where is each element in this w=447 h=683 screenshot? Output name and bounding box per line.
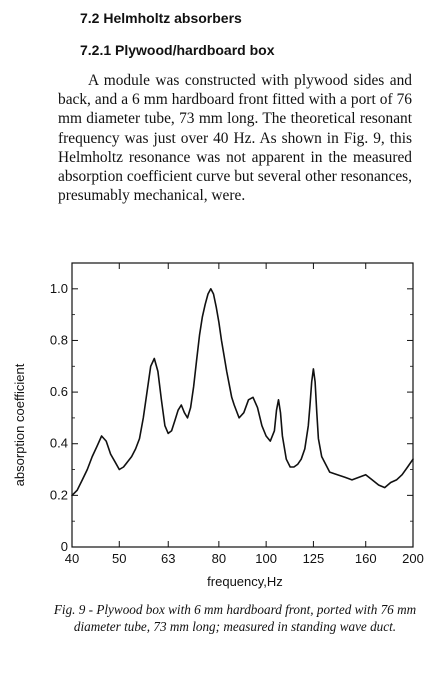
absorption-curve [71,288,414,497]
plot-frame [71,262,414,548]
x-tick-label: 63 [161,551,175,566]
y-tick-label: 0.8 [50,332,68,347]
subsection-heading: 7.2.1 Plywood/hardboard box [80,42,275,58]
y-tick-label: 0.4 [50,436,68,451]
x-tick-label: 50 [112,551,126,566]
y-tick-label: 0.2 [50,487,68,502]
x-tick-label: 80 [212,551,226,566]
x-tick-label: 160 [355,551,377,566]
x-tick-label: 100 [255,551,277,566]
y-tick-label: 1.0 [50,281,68,296]
y-axis-label: absorption coefficient [12,363,27,486]
y-tick-label: 0.6 [50,384,68,399]
section-heading: 7.2 Helmholtz absorbers [80,10,242,26]
x-tick-label: 200 [402,551,424,566]
x-tick-label: 125 [303,551,325,566]
body-paragraph: A module was constructed with plywood si… [58,72,412,205]
absorption-chart: 40 50 63 80 100 125 160 200 0 0.2 0.4 0.6 0.8 1.0 fre… [12,262,424,589]
y-tick-label: 0 [61,539,68,554]
x-axis-label: frequency,Hz [207,574,283,589]
x-tick-label: 40 [65,551,79,566]
figure-caption: Fig. 9 - Plywood box with 6 mm hardboard… [53,602,417,634]
